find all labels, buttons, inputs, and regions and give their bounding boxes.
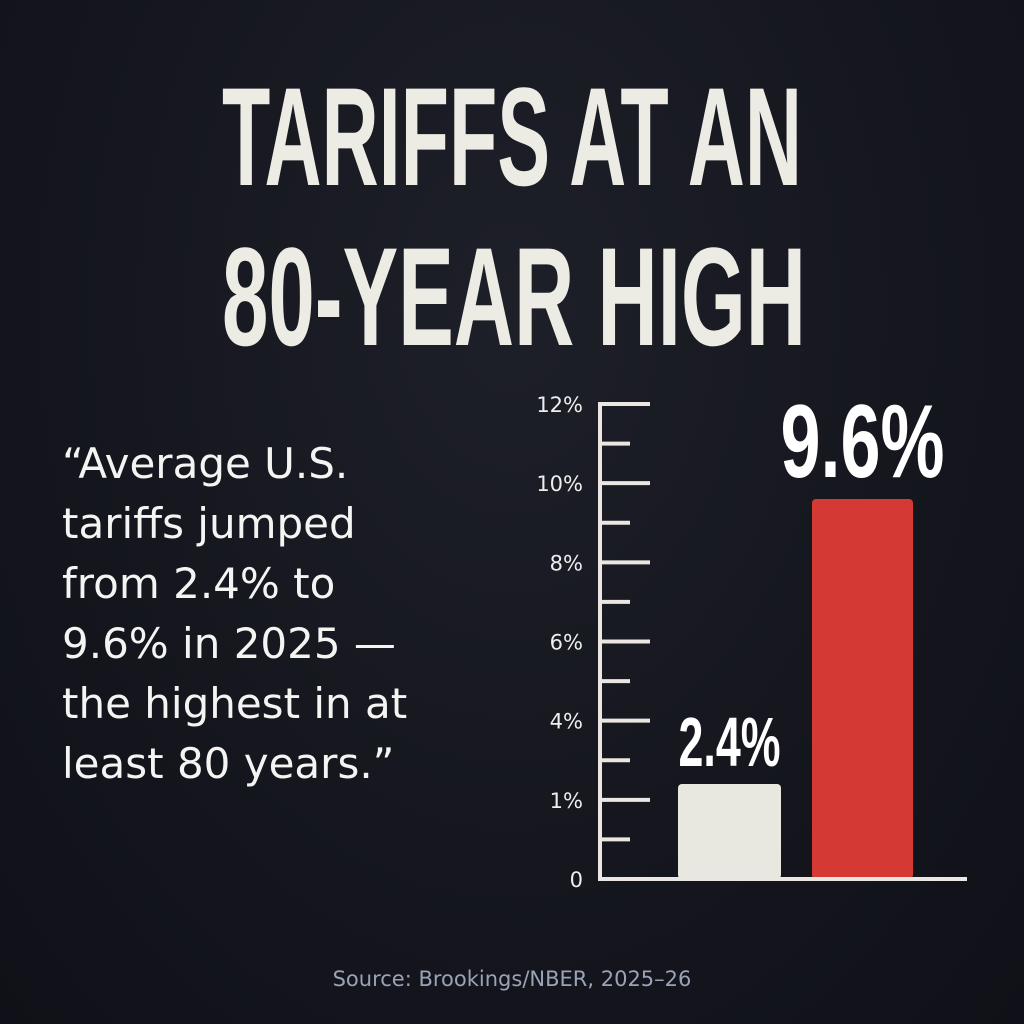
quote-line: tariffs jumped	[62, 499, 356, 548]
y-tick-label: 6%	[550, 631, 583, 655]
source-note: Source: Brookings/NBER, 2025–26	[333, 967, 692, 991]
bar-0	[678, 784, 781, 879]
quote-line: least 80 years.”	[62, 739, 394, 788]
y-tick-label: 1%	[550, 789, 583, 813]
y-tick-label: 12%	[536, 393, 583, 417]
y-tick-label: 4%	[550, 710, 583, 734]
quote-line: “Average U.S.	[62, 439, 348, 488]
quote-block: “Average U.S. tariffs jumped from 2.4% t…	[62, 439, 407, 788]
y-tick-label: 8%	[550, 551, 583, 575]
bar-value-label: 9.6%	[781, 384, 945, 500]
y-tick-label: 10%	[536, 472, 583, 496]
quote-line: from 2.4% to	[62, 559, 335, 608]
quote-line: the highest in at	[62, 679, 407, 728]
y-tick-label: 0	[570, 868, 583, 892]
title-line-2: 80-YEAR HIGH	[222, 218, 806, 375]
bar-chart: 0 1% 4% 6% 8% 10% 12% 2.4% 9.6%	[536, 384, 967, 892]
bar-value-label: 2.4%	[679, 703, 781, 781]
quote-line: 9.6% in 2025 —	[62, 619, 396, 668]
bar-1	[812, 499, 913, 879]
title-line-1: TARIFFS AT AN	[222, 58, 802, 215]
